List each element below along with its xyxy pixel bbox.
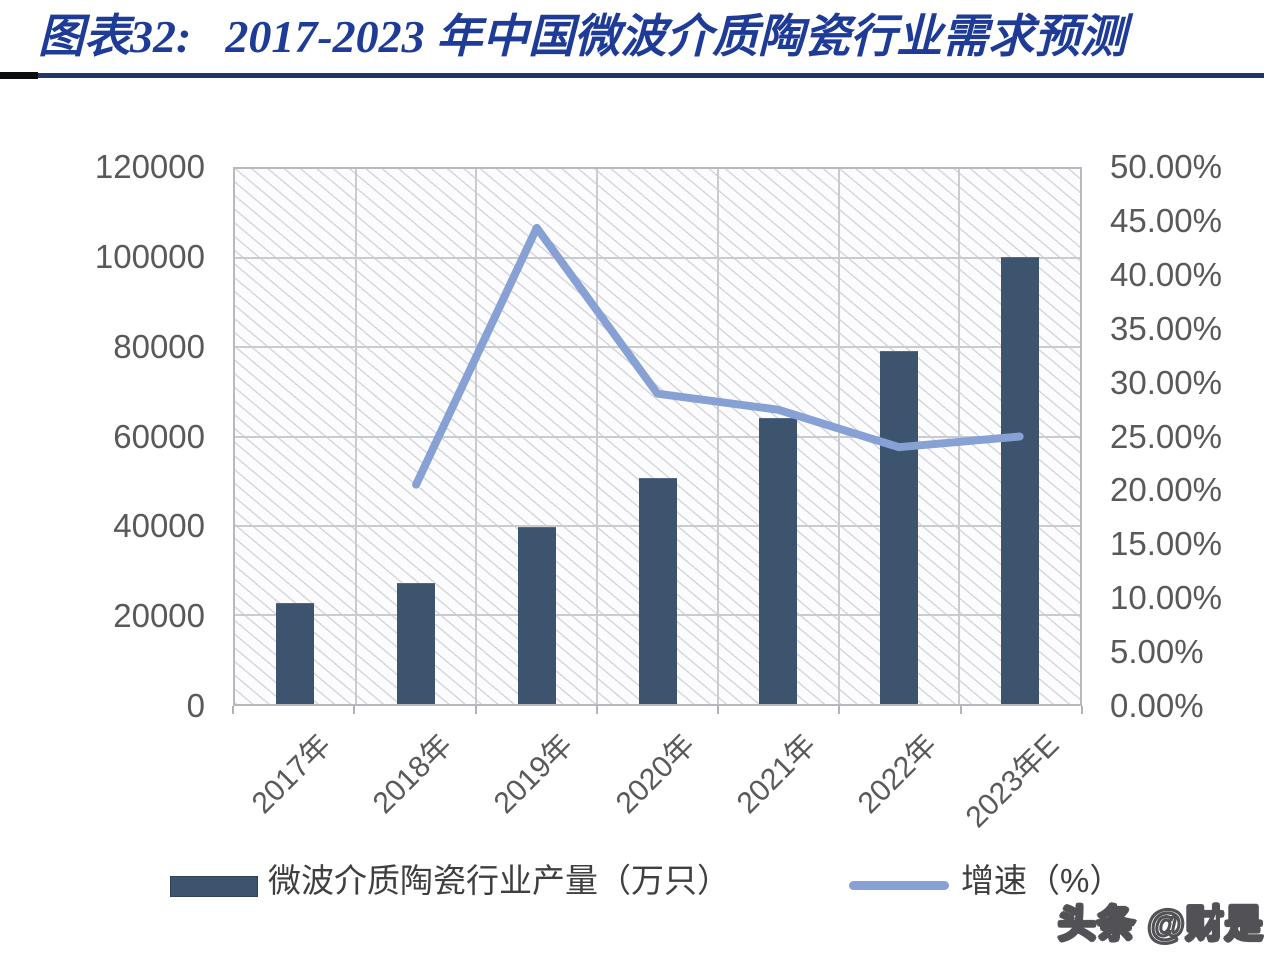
bar-2018年 [397,582,436,704]
x-axis-label: 2022年 [852,728,944,821]
left-axis-label: 120000 [94,148,205,185]
bar-2022年 [879,350,918,704]
left-axis-label: 60000 [113,417,205,455]
gridline-vertical [716,169,719,704]
legend-line-label: 增速（%） [961,862,1123,899]
chart-title: 2017-2023 年中国微波介质陶瓷行业需求预测 [225,11,1127,62]
x-axis-label: 2017年 [245,728,338,821]
bar-2020年 [638,477,677,704]
x-axis-tick [838,706,841,714]
x-axis-label: 2018年 [366,728,459,821]
growth-line-path [416,228,1020,485]
right-axis: 50.00% 45.00% 40.00% 35.00% 30.00% 25.00% 20.0… [1110,148,1264,724]
right-axis-label: 10.00% [1110,579,1222,617]
right-axis-label: 50.00% [1110,148,1222,185]
gridline-horizontal [235,346,1080,349]
right-axis-label: 40.00% [1110,255,1222,293]
legend-line-swatch [849,881,949,890]
gridline-vertical [958,169,961,704]
bar-2021年 [759,417,798,704]
chart-title-prefix: 图表32: [38,11,192,62]
gridline-vertical [354,169,357,704]
growth-line [235,169,1080,704]
right-axis-label: 15.00% [1110,525,1222,563]
x-axis-tick [1081,706,1083,714]
legend-bar-swatch [170,876,258,897]
plot-area [233,167,1082,706]
right-axis-label: 5.00% [1110,633,1204,671]
bar-2023年E [1000,257,1039,704]
x-axis-tick [232,706,234,714]
x-axis-tick [353,706,356,714]
right-axis-label: 20.00% [1110,471,1222,509]
x-axis-tick [595,706,598,714]
legend-bar-label: 微波介质陶瓷行业产量（万只） [268,862,730,899]
x-axis: 2017年 2018年 2019年 2020年 2021年 2022年 2023年E [232,706,1083,876]
gridline-horizontal [235,257,1080,260]
chart-header: 图表32: 2017-2023 年中国微波介质陶瓷行业需求预测 [38,6,1126,68]
x-axis-label: 2021年 [730,728,823,821]
right-axis-label: 25.00% [1110,417,1222,455]
gridline-vertical [837,169,840,704]
right-axis-label: 45.00% [1110,201,1222,239]
left-axis-label: 20000 [113,597,205,635]
bar-2017年 [276,602,315,704]
x-axis-label: 2020年 [609,728,702,821]
watermark: 头条 @财是 [1057,903,1264,947]
header-divider-accent [0,72,38,79]
right-axis-label: 0.00% [1110,687,1204,724]
right-axis-label: 30.00% [1110,363,1222,401]
gridline-horizontal [235,435,1080,438]
header-divider [0,72,1264,79]
x-axis-label: 2023年E [959,728,1066,835]
x-axis-tick [717,706,720,714]
left-axis-label: 40000 [113,507,205,545]
left-axis-label: 80000 [113,327,205,365]
left-axis-label: 0 [186,687,205,724]
gridline-vertical [596,169,599,704]
gridline-vertical [475,169,478,704]
left-axis-label: 100000 [94,237,205,275]
bar-2019年 [517,526,556,704]
x-axis-tick [959,706,962,714]
x-axis-label: 2019年 [488,728,580,821]
x-axis-tick [474,706,477,714]
left-axis: 120000 100000 80000 60000 40000 20000 0 [0,148,205,724]
right-axis-label: 35.00% [1110,309,1222,347]
